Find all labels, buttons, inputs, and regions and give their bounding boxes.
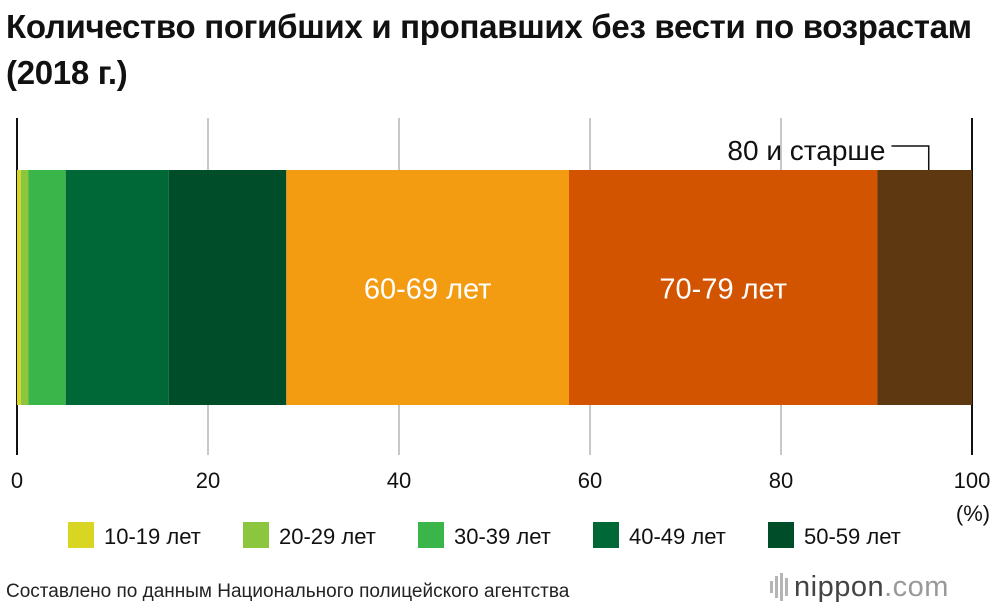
segment-label: 60-69 лет xyxy=(364,274,492,306)
x-tick-label: 20 xyxy=(196,468,220,493)
legend-label: 50-59 лет xyxy=(804,524,901,549)
segment-labels: 60-69 лет 70-79 лет 80 и старше xyxy=(364,135,930,306)
legend-swatch xyxy=(243,522,269,548)
legend-swatch xyxy=(418,522,444,548)
bar-segment xyxy=(568,170,878,405)
legend-swatch xyxy=(68,522,94,548)
bar-segment xyxy=(65,170,169,405)
bar-segment xyxy=(168,170,287,405)
legend-swatch xyxy=(768,522,794,548)
x-tick-label: 60 xyxy=(578,468,602,493)
legend-label: 20-29 лет xyxy=(279,524,376,549)
bar-segments xyxy=(17,170,972,405)
legend-label: 10-19 лет xyxy=(104,524,201,549)
logo-brand: nippon xyxy=(794,571,885,603)
logo-tld: .com xyxy=(884,571,949,603)
x-tick-label: 0 xyxy=(11,468,23,493)
bar-segment xyxy=(17,170,21,405)
legend-swatch xyxy=(593,522,619,548)
source-note: Составлено по данным Национального полиц… xyxy=(6,581,570,602)
x-tick-label: 100 xyxy=(954,468,991,493)
legend-label: 30-39 лет xyxy=(454,524,551,549)
nippon-logo: nippon .com xyxy=(770,569,949,605)
chart-title: Количество погибших и пропавших без вест… xyxy=(6,8,972,91)
x-tick-label: 40 xyxy=(387,468,411,493)
callout-leader-line xyxy=(891,145,930,170)
x-tick-label: 80 xyxy=(769,468,793,493)
bar-segment xyxy=(286,170,569,405)
bar-segment xyxy=(20,170,29,405)
x-axis-ticks: 0 20 40 60 80 100 xyxy=(11,468,990,493)
bar-segment xyxy=(877,170,972,405)
segment-label: 70-79 лет xyxy=(659,274,787,306)
segment-label-callout: 80 и старше xyxy=(727,135,885,166)
legend: 10-19 лет 20-29 лет 30-39 лет 40-49 лет 50-5… xyxy=(68,522,901,549)
logo-bars-icon xyxy=(770,572,788,602)
x-axis-unit: (%) xyxy=(956,501,990,526)
legend-label: 40-49 лет xyxy=(629,524,726,549)
bar-segment xyxy=(28,170,66,405)
